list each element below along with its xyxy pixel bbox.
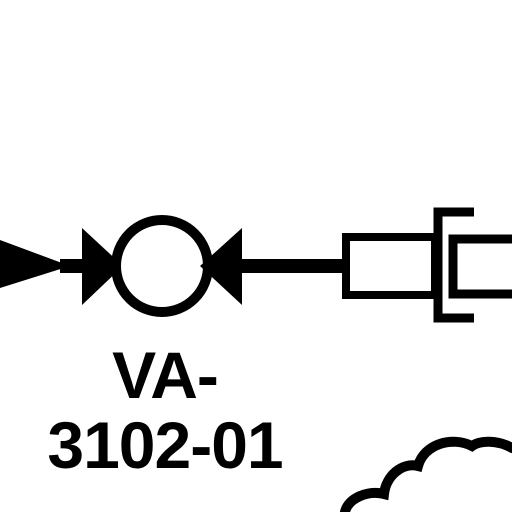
coupling-bracket-outer [433,207,474,323]
valve-right-triangle [200,228,242,305]
arrowhead-icon [0,240,70,288]
pipe-line-right [238,259,350,273]
coupling-body [342,233,439,299]
valve-tag-line2: 3102-01 [47,408,283,482]
valve-tag-line1: VA- [112,338,219,412]
coupling-bracket-inner [448,234,512,299]
coupling-icon [342,207,512,323]
ball-valve-icon [82,215,242,317]
valve-ball [111,215,213,317]
cloud-shape [340,436,512,512]
valve-left-triangle [82,228,123,305]
